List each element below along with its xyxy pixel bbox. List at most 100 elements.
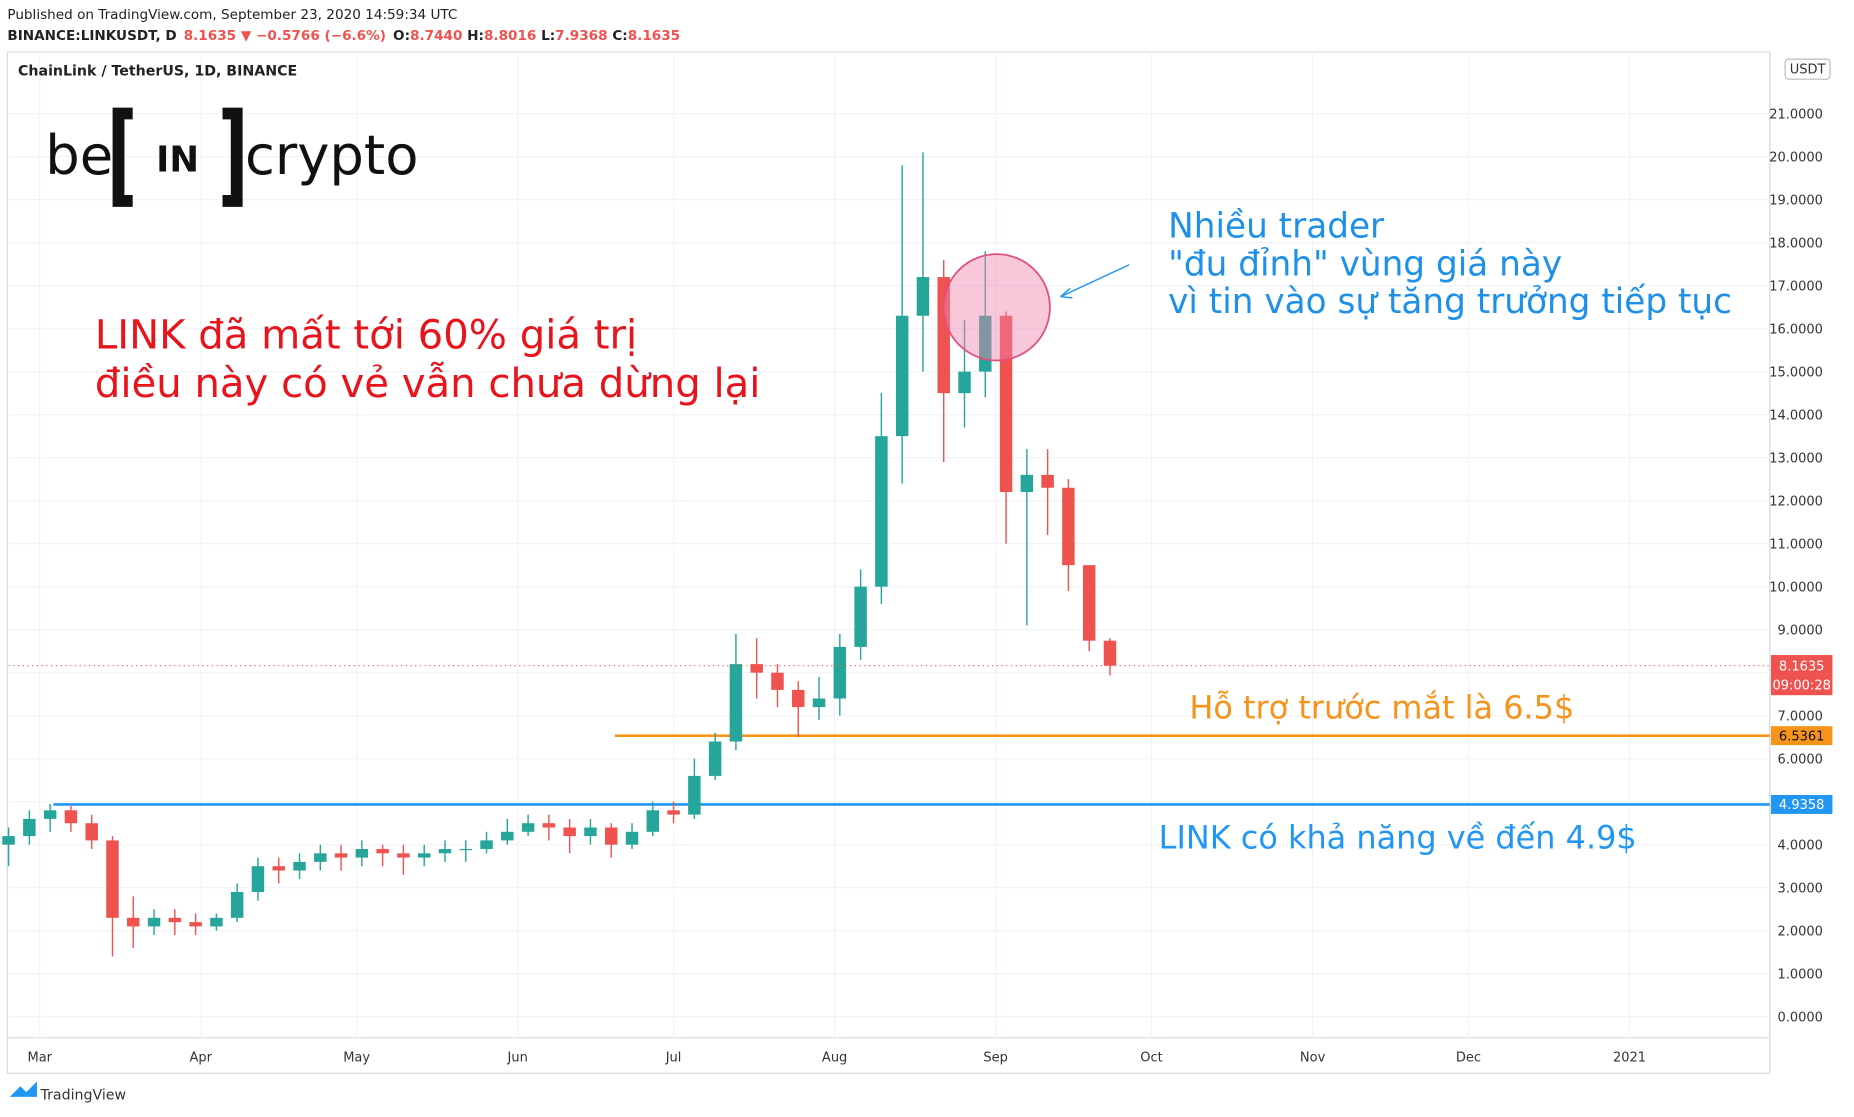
candle-body (2, 836, 15, 845)
candle-body (480, 840, 493, 850)
annotation-blue: "đu đỉnh" vùng giá này (1168, 244, 1562, 284)
ohlc-value: 7.9368 (555, 28, 607, 44)
y-tick-label: 21.0000 (1769, 107, 1823, 122)
y-tick-label: 2.0000 (1777, 924, 1823, 939)
candle-body (916, 277, 930, 316)
candle-body (1041, 474, 1054, 488)
candle-body (667, 810, 680, 815)
symbol: BINANCE:LINKUSDT, D (7, 28, 176, 44)
candle-body (604, 827, 618, 845)
candle-body (688, 775, 701, 815)
level-tag (1770, 795, 1833, 814)
y-tick-label: 18.0000 (1769, 236, 1823, 251)
candle-body (729, 664, 743, 742)
level-tag (1770, 726, 1833, 746)
candle-body (43, 810, 57, 819)
candle-body (106, 840, 119, 918)
level-text: LINK có khả năng về đến 4.9$ (1159, 819, 1637, 857)
candle-body (521, 823, 535, 832)
chart-title: ChainLink / TetherUS, 1D, BINANCE (18, 64, 297, 80)
candle-body (875, 436, 888, 587)
x-tick-label: Mar (27, 1050, 52, 1065)
level-label: 4.9358 (1779, 798, 1825, 813)
candle-body (854, 586, 867, 647)
ohlc-label: H: (467, 28, 484, 44)
candle-body (625, 831, 639, 845)
candle-body (584, 827, 597, 837)
candle-body (397, 853, 410, 858)
level-label: 6.5361 (1779, 729, 1825, 744)
candle-body (355, 849, 369, 858)
change: 8.1635 ▼ −0.5766 (−6.6%) (184, 28, 386, 44)
candle-body (833, 646, 847, 699)
countdown: 09:00:28 (1772, 678, 1830, 693)
y-tick-label: 11.0000 (1769, 537, 1823, 552)
arrow-head (1060, 287, 1073, 299)
candle-body (1020, 474, 1034, 493)
candle-body (64, 810, 78, 824)
unit-label: USDT (1790, 62, 1826, 77)
logo-brackets (112, 107, 243, 207)
last-price-label: 8.1635 (1779, 659, 1825, 674)
y-tick-label: 3.0000 (1777, 881, 1823, 896)
published: Published on TradingView.com, September … (7, 7, 457, 23)
price-tag (1770, 655, 1833, 696)
y-tick-label: 10.0000 (1769, 580, 1823, 595)
highlight-circle (942, 253, 1051, 362)
candle-body (376, 849, 389, 854)
y-tick-label: 14.0000 (1769, 408, 1823, 423)
ohlc-label: C: (612, 28, 627, 44)
candle-body (1103, 640, 1117, 666)
candle-body (792, 689, 805, 708)
candle-body (646, 810, 660, 832)
y-tick-label: 6.0000 (1777, 752, 1823, 767)
ohlc-value: 8.1635 (628, 28, 680, 44)
ohlc-value: 8.8016 (484, 28, 536, 44)
x-tick-label: Nov (1300, 1050, 1326, 1065)
ohlc-label: O: (393, 28, 410, 44)
y-tick-label: 12.0000 (1769, 494, 1823, 509)
x-tick-label: Aug (822, 1050, 847, 1065)
logo-right: crypto (245, 124, 418, 187)
arrow (1060, 264, 1130, 298)
candle-body (563, 827, 576, 837)
y-tick-label: 4.0000 (1777, 838, 1823, 853)
candle-body (272, 866, 285, 871)
candle-body (417, 853, 431, 858)
unit-box (1784, 58, 1831, 80)
candle-body (1082, 565, 1096, 641)
footer-brand: TradingView (39, 1087, 126, 1103)
candle-body (85, 823, 98, 841)
candle-body (937, 277, 950, 394)
x-tick-label: Sep (983, 1050, 1008, 1065)
x-tick-label: Oct (1140, 1050, 1162, 1065)
x-tick-label: Apr (190, 1050, 213, 1065)
candle-body (501, 831, 514, 841)
candle-body (334, 853, 348, 858)
annotation-red: điều này có vẻ vẫn chưa dừng lại (95, 361, 761, 407)
y-tick-label: 16.0000 (1769, 322, 1823, 337)
candle-body (210, 917, 223, 927)
y-tick-label: 7.0000 (1777, 709, 1823, 724)
candle-body (542, 823, 556, 828)
candle-body (812, 698, 826, 708)
logo-left: be (45, 124, 113, 187)
y-tick-label: 9.0000 (1777, 623, 1823, 638)
candle-body (459, 849, 472, 851)
x-tick-label: Jun (507, 1050, 528, 1065)
candle-body (168, 917, 182, 923)
x-tick-label: Jul (665, 1050, 682, 1065)
candle-body (958, 371, 971, 394)
logo: be IN crypto (45, 107, 418, 207)
candle-body (251, 866, 265, 893)
candle-body (230, 892, 244, 918)
candle-body (438, 849, 452, 854)
annotation-blue: vì tin vào sự tăng trưởng tiếp tục (1168, 282, 1732, 322)
candle-body (750, 664, 763, 673)
candle-body (147, 917, 161, 927)
candle-body (189, 922, 202, 927)
y-tick-label: 1.0000 (1777, 967, 1823, 982)
x-tick-label: Dec (1456, 1050, 1481, 1065)
y-tick-label: 19.0000 (1769, 193, 1823, 208)
